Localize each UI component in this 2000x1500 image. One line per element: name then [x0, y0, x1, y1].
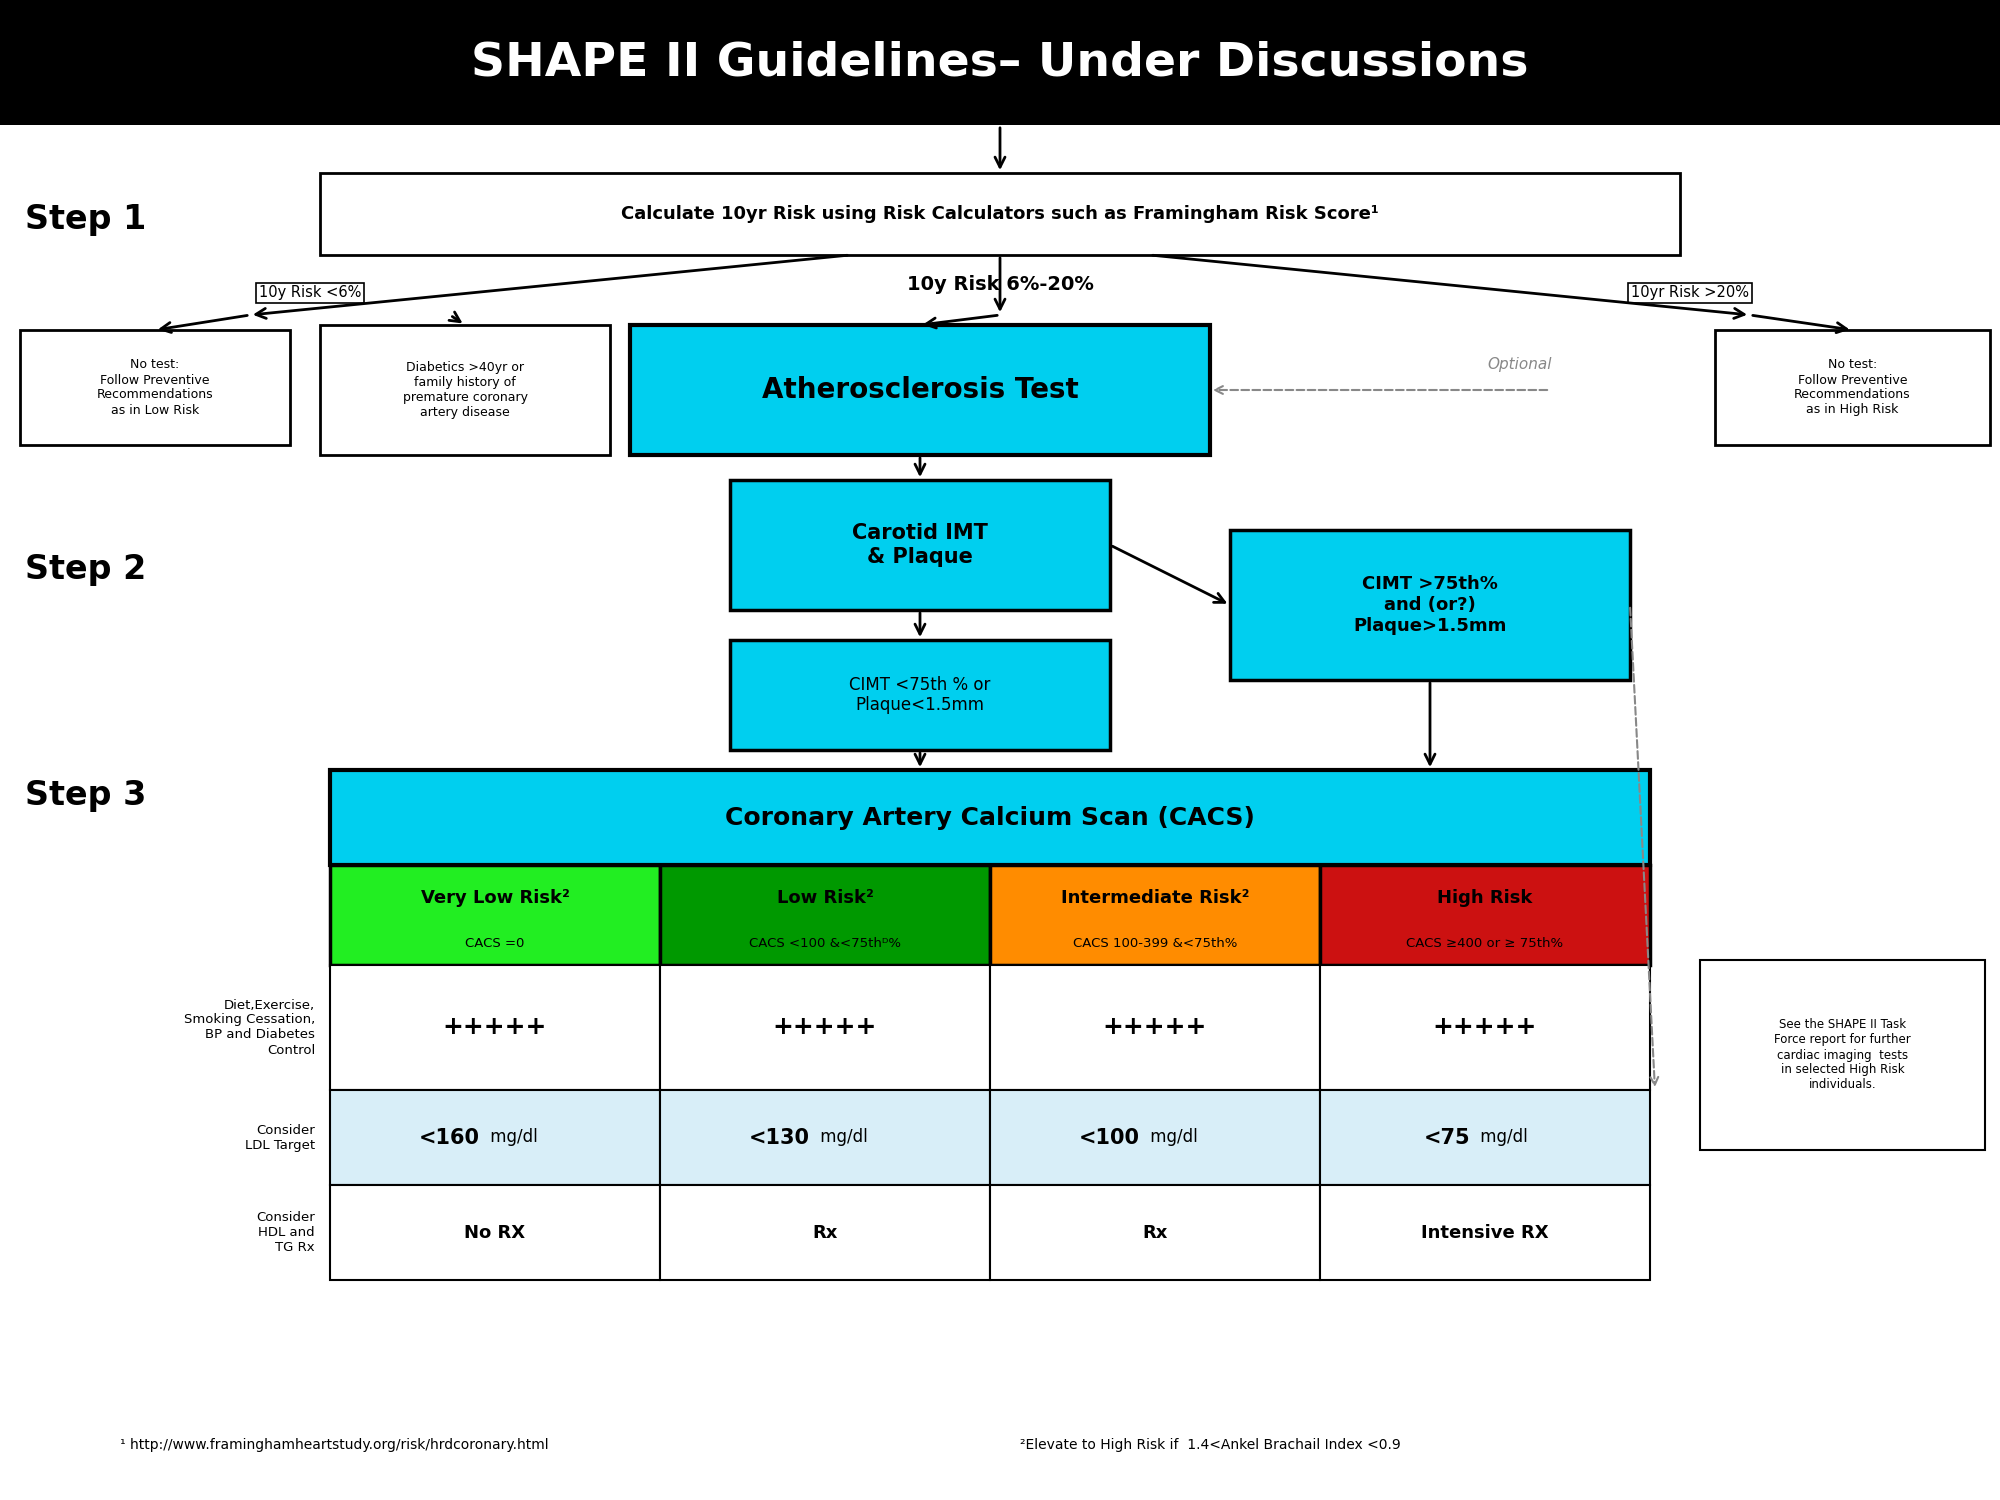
FancyBboxPatch shape [1700, 960, 1986, 1150]
Text: Calculate 10yr Risk using Risk Calculators such as Framingham Risk Score¹: Calculate 10yr Risk using Risk Calculato… [622, 206, 1378, 224]
FancyBboxPatch shape [990, 964, 1320, 1090]
Text: Consider
LDL Target: Consider LDL Target [244, 1124, 316, 1152]
FancyBboxPatch shape [990, 1090, 1320, 1185]
Text: <160: <160 [418, 1128, 480, 1148]
Text: CACS =0: CACS =0 [466, 936, 524, 950]
FancyBboxPatch shape [20, 330, 290, 446]
Text: 10y Risk <6%: 10y Risk <6% [258, 285, 362, 300]
Text: Diabetics >40yr or
family history of
premature coronary
artery disease: Diabetics >40yr or family history of pre… [402, 362, 528, 419]
Text: +++++: +++++ [442, 1016, 548, 1040]
FancyBboxPatch shape [660, 865, 990, 964]
Text: 10yr Risk >20%: 10yr Risk >20% [1630, 285, 1748, 300]
FancyBboxPatch shape [330, 1090, 660, 1185]
Text: Consider
HDL and
TG Rx: Consider HDL and TG Rx [256, 1210, 316, 1254]
Text: Carotid IMT
& Plaque: Carotid IMT & Plaque [852, 524, 988, 567]
Text: No test:
Follow Preventive
Recommendations
as in Low Risk: No test: Follow Preventive Recommendatio… [96, 358, 214, 417]
FancyBboxPatch shape [320, 326, 610, 454]
Text: Intermediate Risk²: Intermediate Risk² [1060, 890, 1250, 908]
Text: CIMT <75th % or
Plaque<1.5mm: CIMT <75th % or Plaque<1.5mm [850, 675, 990, 714]
FancyBboxPatch shape [730, 480, 1110, 610]
Text: ²Elevate to High Risk if  1.4<Ankel Brachail Index <0.9: ²Elevate to High Risk if 1.4<Ankel Brach… [1020, 1438, 1400, 1452]
Text: mg/dl: mg/dl [1144, 1128, 1198, 1146]
Text: +++++: +++++ [1432, 1016, 1538, 1040]
FancyBboxPatch shape [320, 172, 1680, 255]
Text: CIMT >75th%
and (or?)
Plaque>1.5mm: CIMT >75th% and (or?) Plaque>1.5mm [1354, 574, 1506, 634]
Text: Diet,Exercise,
Smoking Cessation,
BP and Diabetes
Control: Diet,Exercise, Smoking Cessation, BP and… [184, 999, 316, 1056]
FancyBboxPatch shape [1320, 865, 1650, 964]
Text: Step 1: Step 1 [24, 204, 146, 237]
Text: Low Risk²: Low Risk² [776, 890, 874, 908]
FancyBboxPatch shape [660, 1090, 990, 1185]
FancyBboxPatch shape [990, 865, 1320, 964]
Text: 10y Risk 6%-20%: 10y Risk 6%-20% [906, 276, 1094, 294]
FancyBboxPatch shape [330, 964, 660, 1090]
Text: <130: <130 [748, 1128, 810, 1148]
Text: Optional: Optional [1488, 357, 1552, 372]
Text: mg/dl: mg/dl [484, 1128, 538, 1146]
FancyBboxPatch shape [1320, 1090, 1650, 1185]
Text: mg/dl: mg/dl [816, 1128, 868, 1146]
FancyBboxPatch shape [330, 1185, 660, 1280]
FancyBboxPatch shape [1320, 964, 1650, 1090]
FancyBboxPatch shape [660, 964, 990, 1090]
Text: <100: <100 [1078, 1128, 1140, 1148]
Text: Rx: Rx [1142, 1224, 1168, 1242]
Text: CACS ≥400 or ≥ 75th%: CACS ≥400 or ≥ 75th% [1406, 936, 1564, 950]
Text: CACS <100 &<75thᴰ%: CACS <100 &<75thᴰ% [748, 936, 900, 950]
FancyBboxPatch shape [660, 1185, 990, 1280]
Text: No test:
Follow Preventive
Recommendations
as in High Risk: No test: Follow Preventive Recommendatio… [1794, 358, 1910, 417]
Text: Step 3: Step 3 [24, 778, 146, 812]
Text: No RX: No RX [464, 1224, 526, 1242]
Text: High Risk: High Risk [1438, 890, 1532, 908]
FancyBboxPatch shape [730, 640, 1110, 750]
Text: Step 2: Step 2 [24, 554, 146, 586]
Text: SHAPE II Guidelines– Under Discussions: SHAPE II Guidelines– Under Discussions [472, 40, 1528, 86]
FancyBboxPatch shape [1714, 330, 1990, 446]
Text: +++++: +++++ [772, 1016, 878, 1040]
Text: CACS 100-399 &<75th%: CACS 100-399 &<75th% [1072, 936, 1238, 950]
FancyBboxPatch shape [330, 770, 1650, 865]
FancyBboxPatch shape [1230, 530, 1630, 680]
Text: Rx: Rx [812, 1224, 838, 1242]
Text: Coronary Artery Calcium Scan (CACS): Coronary Artery Calcium Scan (CACS) [726, 806, 1254, 830]
FancyBboxPatch shape [630, 326, 1210, 454]
Text: See the SHAPE II Task
Force report for further
cardiac imaging  tests
in selecte: See the SHAPE II Task Force report for f… [1774, 1019, 1910, 1092]
Text: Very Low Risk²: Very Low Risk² [420, 890, 570, 908]
Text: +++++: +++++ [1102, 1016, 1208, 1040]
FancyBboxPatch shape [1320, 1185, 1650, 1280]
Text: mg/dl: mg/dl [1476, 1128, 1528, 1146]
Text: Atherosclerosis Test: Atherosclerosis Test [762, 376, 1078, 404]
Text: Intensive RX: Intensive RX [1422, 1224, 1548, 1242]
Text: <75: <75 [1424, 1128, 1470, 1148]
Text: ¹ http://www.framinghamheartstudy.org/risk/hrdcoronary.html: ¹ http://www.framinghamheartstudy.org/ri… [120, 1438, 548, 1452]
FancyBboxPatch shape [0, 0, 2000, 124]
FancyBboxPatch shape [330, 865, 660, 964]
FancyBboxPatch shape [990, 1185, 1320, 1280]
